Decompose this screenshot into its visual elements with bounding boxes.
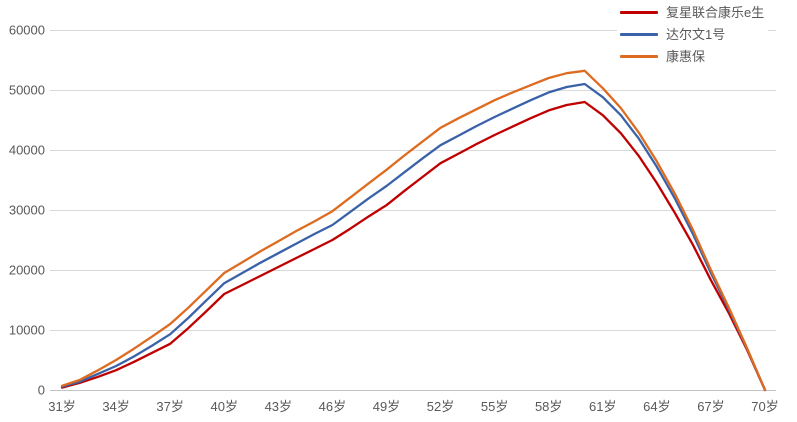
x-tick-label: 58岁 <box>535 399 562 414</box>
legend-item: 达尔文1号 <box>620 23 764 45</box>
legend-line-swatch <box>620 54 658 58</box>
legend-label: 复星联合康乐e生 <box>666 4 765 20</box>
x-tick-label: 34岁 <box>102 399 129 414</box>
y-tick-label: 0 <box>38 383 45 398</box>
y-tick-label: 60000 <box>9 23 45 38</box>
x-tick-label: 52岁 <box>427 399 454 414</box>
x-tick-label: 46岁 <box>319 399 346 414</box>
legend-item: 复星联合康乐e生 <box>620 1 764 23</box>
y-tick-label: 50000 <box>9 83 45 98</box>
x-tick-label: 61岁 <box>589 399 616 414</box>
legend-label: 达尔文1号 <box>666 26 726 42</box>
x-tick-label: 43岁 <box>265 399 292 414</box>
x-tick-label: 67岁 <box>697 399 724 414</box>
legend-label: 康惠保 <box>666 48 706 64</box>
x-tick-label: 37岁 <box>156 399 183 414</box>
x-tick-label: 40岁 <box>210 399 237 414</box>
y-tick-label: 40000 <box>9 143 45 158</box>
x-tick-label: 31岁 <box>48 399 75 414</box>
series-line-2 <box>60 69 767 392</box>
series-line-0 <box>60 100 767 392</box>
y-tick-label: 20000 <box>9 263 45 278</box>
y-tick-label: 10000 <box>9 323 45 338</box>
series-line-1 <box>60 82 767 392</box>
legend-line-swatch <box>620 32 658 36</box>
x-tick-label: 64岁 <box>643 399 670 414</box>
y-tick-label: 30000 <box>9 203 45 218</box>
x-tick-label: 55岁 <box>481 399 508 414</box>
x-tick-label: 49岁 <box>373 399 400 414</box>
legend-item: 康惠保 <box>620 45 764 67</box>
x-tick-label: 70岁 <box>751 399 778 414</box>
legend-line-swatch <box>620 10 658 14</box>
chart-legend: 复星联合康乐e生 达尔文1号 康惠保 <box>617 1 769 67</box>
